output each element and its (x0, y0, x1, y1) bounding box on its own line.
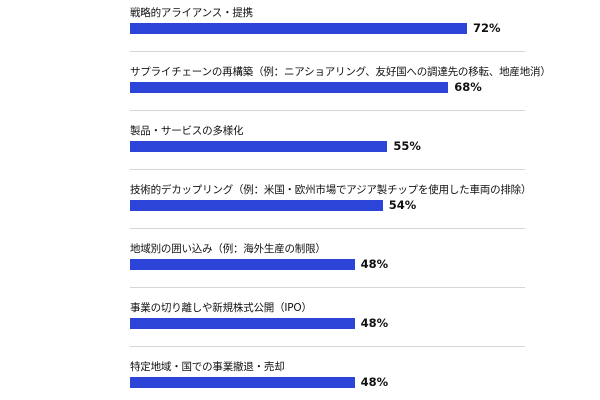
row-divider (130, 287, 525, 288)
row-divider (130, 228, 525, 229)
row-divider (130, 110, 525, 111)
row-divider (130, 169, 525, 170)
bar (130, 141, 388, 152)
category-label: 技術的デカップリング（例：米国・欧州市場でアジア製チップを使用した車両の排除） (130, 184, 532, 196)
category-label: サプライチェーンの再構築（例：ニアショアリング、友好国への調達先の移転、地産地消… (130, 66, 551, 78)
value-label: 48% (360, 257, 389, 271)
bar (130, 318, 355, 329)
category-label: 戦略的アライアンス・提携 (130, 7, 253, 19)
bar (130, 82, 449, 93)
value-label: 54% (388, 198, 417, 212)
value-label: 48% (360, 316, 389, 330)
value-label: 48% (360, 375, 389, 389)
value-label: 72% (472, 21, 501, 35)
bar (130, 23, 467, 34)
bar (130, 377, 355, 388)
category-label: 地域別の囲い込み（例：海外生産の制限） (130, 243, 326, 255)
value-label: 68% (454, 80, 482, 94)
category-label: 特定地域・国での事業撤退・売却 (130, 361, 285, 373)
row-divider (130, 51, 525, 52)
category-label: 事業の切り離しや新規株式公開（IPO） (130, 302, 312, 314)
bar (130, 259, 355, 270)
category-label: 製品・サービスの多様化 (130, 125, 244, 137)
row-divider (130, 346, 525, 347)
value-label: 55% (393, 139, 421, 153)
bar (130, 200, 383, 211)
